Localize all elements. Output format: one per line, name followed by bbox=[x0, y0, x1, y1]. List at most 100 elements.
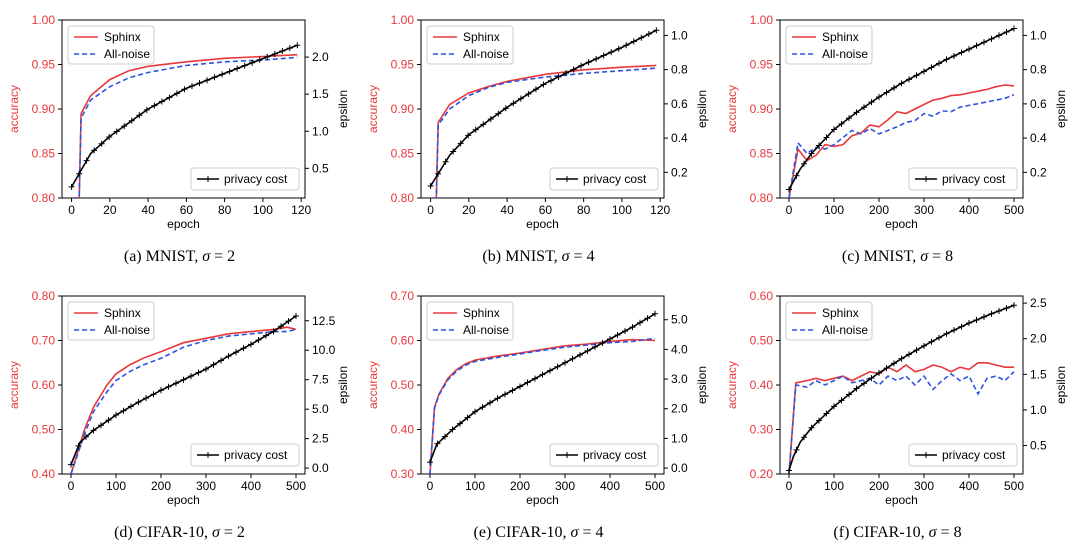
chart-panel-5: 0 100 200 300 400 500 0.30 0.40 0.50 0.60 0.70 0.0 1… bbox=[359, 276, 718, 552]
x-axis-label: epoch bbox=[526, 493, 559, 507]
chart-caption: (d) CIFAR-10, σ = 2 bbox=[0, 524, 359, 542]
privacy-cost-marker bbox=[532, 86, 539, 93]
y2-tick-label: 10.0 bbox=[312, 343, 336, 357]
y-tick-label: 0.50 bbox=[750, 334, 774, 348]
privacy-cost-marker bbox=[876, 369, 882, 376]
privacy-cost-marker bbox=[120, 407, 127, 414]
all-noise-line bbox=[432, 67, 657, 198]
privacy-cost-marker bbox=[68, 183, 75, 190]
privacy-cost-marker bbox=[218, 357, 224, 364]
legend-box bbox=[549, 167, 659, 191]
privacy-cost-marker bbox=[241, 62, 248, 69]
caption-sigma: σ bbox=[202, 248, 211, 265]
caption-suffix: = 2 bbox=[210, 248, 236, 265]
legend-all-noise-label: All-noise bbox=[822, 323, 868, 337]
privacy-cost-marker bbox=[868, 375, 875, 382]
chart-panel-6: 0 100 200 300 400 500 0.20 0.30 0.40 0.50 0.60 0.5 1… bbox=[718, 276, 1077, 552]
privacy-cost-marker bbox=[165, 383, 172, 390]
x-tick-label: 100 bbox=[465, 479, 485, 493]
y-tick-label: 0.40 bbox=[391, 423, 415, 437]
y2-tick-label: 0.0 bbox=[312, 461, 329, 475]
y2-tick-label: 3.0 bbox=[671, 372, 688, 386]
x-tick-label: 0 bbox=[68, 203, 75, 217]
y2-tick-label: 1.0 bbox=[671, 28, 688, 42]
legend-box bbox=[67, 301, 155, 341]
x-axis-label: epoch bbox=[526, 217, 559, 231]
legend-box bbox=[908, 167, 1018, 191]
privacy-cost-marker bbox=[143, 395, 149, 402]
privacy-cost-marker bbox=[180, 376, 187, 383]
y2-tick-label: 2.0 bbox=[671, 402, 688, 416]
y2-tick-label: 1.5 bbox=[312, 87, 329, 101]
privacy-cost-marker bbox=[599, 339, 606, 346]
privacy-cost-marker bbox=[472, 408, 478, 415]
privacy-cost-line bbox=[788, 27, 1015, 190]
privacy-cost-marker bbox=[921, 68, 927, 75]
privacy-cost-marker bbox=[256, 56, 263, 63]
x-tick-label: 60 bbox=[539, 203, 553, 217]
privacy-cost-marker bbox=[823, 410, 830, 417]
privacy-cost-marker bbox=[494, 395, 501, 402]
privacy-cost-marker bbox=[816, 142, 822, 149]
y-tick-label: 0.50 bbox=[32, 423, 56, 437]
privacy-cost-marker bbox=[106, 134, 113, 141]
privacy-cost-marker bbox=[928, 338, 935, 345]
privacy-cost-marker bbox=[136, 112, 143, 119]
y2-axis-label: epsilon bbox=[1054, 366, 1068, 404]
legend-sphinx-label: Sphinx bbox=[822, 30, 859, 44]
x-axis-label: epoch bbox=[885, 493, 918, 507]
plot-area bbox=[68, 42, 301, 198]
privacy-cost-marker bbox=[128, 117, 135, 124]
privacy-cost-marker bbox=[427, 459, 433, 466]
y2-tick-label: 0.0 bbox=[671, 461, 688, 475]
privacy-cost-marker bbox=[143, 106, 150, 113]
x-tick-label: 500 bbox=[286, 479, 306, 493]
legend-accuracy: Sphinx All-noise bbox=[785, 301, 873, 341]
y2-tick-label: 7.5 bbox=[312, 373, 329, 387]
legend-box bbox=[549, 443, 659, 467]
x-tick-label: 0 bbox=[427, 479, 434, 493]
privacy-cost-marker bbox=[547, 367, 553, 374]
privacy-cost-marker bbox=[151, 102, 158, 109]
legend-privacy-marker bbox=[564, 452, 570, 458]
y-axis-label: accuracy bbox=[7, 361, 21, 409]
privacy-cost-marker bbox=[891, 84, 897, 91]
privacy-cost-marker bbox=[435, 170, 442, 177]
caption-suffix: = 4 bbox=[578, 524, 604, 541]
legend-privacy-label: privacy cost bbox=[224, 172, 288, 186]
y2-tick-label: 5.0 bbox=[671, 313, 688, 327]
caption-prefix: (b) MNIST, bbox=[482, 248, 562, 265]
privacy-cost-marker bbox=[1011, 25, 1017, 32]
x-tick-label: 400 bbox=[959, 203, 979, 217]
privacy-cost-marker bbox=[271, 50, 278, 57]
privacy-cost-marker bbox=[255, 337, 262, 344]
privacy-cost-marker bbox=[121, 123, 128, 130]
caption-suffix: = 8 bbox=[928, 248, 954, 265]
plot-area bbox=[786, 25, 1017, 198]
legend-privacy-label: privacy cost bbox=[583, 448, 647, 462]
y-tick-label: 0.50 bbox=[391, 378, 415, 392]
privacy-cost-marker bbox=[195, 369, 202, 376]
y-tick-label: 0.85 bbox=[750, 147, 774, 161]
privacy-cost-marker bbox=[966, 46, 972, 53]
legend-box bbox=[785, 25, 873, 65]
x-tick-label: 400 bbox=[241, 479, 261, 493]
legend-accuracy: Sphinx All-noise bbox=[426, 301, 514, 341]
x-tick-label: 400 bbox=[959, 479, 979, 493]
privacy-cost-marker bbox=[831, 403, 837, 410]
privacy-cost-marker bbox=[831, 126, 837, 133]
privacy-cost-marker bbox=[279, 48, 286, 55]
privacy-cost-marker bbox=[240, 345, 247, 352]
privacy-cost-marker bbox=[234, 65, 241, 72]
privacy-cost-marker bbox=[808, 150, 815, 157]
privacy-cost-marker bbox=[1003, 305, 1010, 312]
legend-box bbox=[426, 25, 514, 65]
privacy-cost-marker bbox=[457, 420, 463, 427]
privacy-cost-marker bbox=[294, 42, 301, 49]
y2-axis-label: epsilon bbox=[336, 90, 350, 128]
legend-privacy-marker bbox=[923, 176, 929, 182]
legend-privacy: privacy cost bbox=[549, 167, 659, 191]
privacy-cost-marker bbox=[249, 59, 256, 66]
privacy-cost-marker bbox=[898, 80, 905, 87]
x-tick-label: 120 bbox=[291, 203, 311, 217]
